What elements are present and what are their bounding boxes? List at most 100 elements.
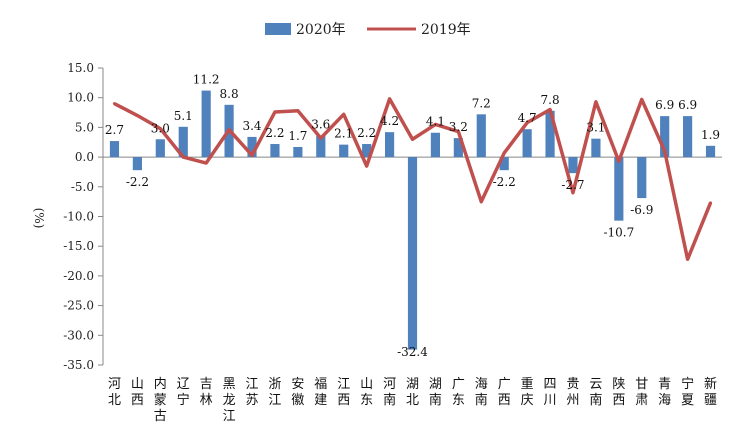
bar-2020-5 <box>201 90 211 158</box>
x-category-label: 陕西 <box>612 377 625 408</box>
bar-2020-22 <box>591 138 601 158</box>
x-category-label: 河南 <box>383 377 396 408</box>
data-label-2020: 1.9 <box>701 128 720 142</box>
point-2019-22 <box>594 100 598 104</box>
data-label-2020: 2.2 <box>357 126 376 140</box>
data-label-2020: 4.7 <box>518 111 537 125</box>
point-2019-27 <box>709 201 713 205</box>
data-label-2020: -2.2 <box>493 175 516 189</box>
x-category-label: 广西 <box>498 377 511 408</box>
y-tick-label: -10.0 <box>63 210 94 224</box>
y-tick-label: 0.0 <box>75 150 94 164</box>
data-label-2020: -2.7 <box>561 178 584 192</box>
data-label-2020: -32.4 <box>397 345 428 359</box>
x-category-label: 山西 <box>131 377 144 408</box>
point-2019-3 <box>158 127 162 131</box>
x-category-label: 贵州 <box>566 377 579 408</box>
x-category-label: 四川 <box>544 377 557 408</box>
data-label-2020: 3.0 <box>151 121 170 135</box>
point-2019-23 <box>617 159 621 163</box>
y-tick-label: -5.0 <box>71 180 94 194</box>
x-category-label: 新疆 <box>704 376 717 408</box>
data-label-2020: 3.1 <box>586 121 605 135</box>
bar-2020-17 <box>476 114 486 158</box>
x-category-label: 江西 <box>337 377 350 408</box>
x-category-label: 甘肃 <box>635 377 648 408</box>
point-2019-13 <box>388 97 392 101</box>
bar-2020-25 <box>660 116 670 158</box>
x-category-label: 广东 <box>452 377 465 408</box>
y-tick-label: -15.0 <box>63 239 94 253</box>
data-label-2020: 7.2 <box>472 96 491 110</box>
x-category-label: 青海 <box>658 377 671 408</box>
legend-label-2019: 2019年 <box>421 22 471 38</box>
point-2019-24 <box>640 97 644 101</box>
point-2019-20 <box>548 108 552 112</box>
data-label-2020: 4.1 <box>426 115 445 129</box>
x-category-label: 河北 <box>108 377 121 408</box>
point-2019-5 <box>204 161 208 165</box>
bar-2020-14 <box>407 157 418 350</box>
y-tick-label: -35.0 <box>63 358 94 372</box>
bar-2020-24 <box>637 157 647 199</box>
bar-2020-13 <box>384 132 395 158</box>
bar-2020-10 <box>316 135 326 158</box>
y-tick-label: 15.0 <box>67 61 94 75</box>
y-axis-title: (%) <box>32 208 46 229</box>
x-category-label: 湖南 <box>429 377 442 408</box>
data-label-2020: 5.1 <box>174 109 193 123</box>
point-2019-25 <box>663 149 667 153</box>
data-label-2020: 8.8 <box>220 87 239 101</box>
x-category-label: 福建 <box>314 377 327 408</box>
y-tick-label: -25.0 <box>63 299 94 313</box>
point-2019-4 <box>181 155 185 159</box>
data-label-2020: -10.7 <box>603 226 634 240</box>
x-category-label: 山东 <box>360 377 373 408</box>
point-2019-7 <box>250 153 254 157</box>
bar-2020-26 <box>683 116 693 158</box>
data-label-2020: 2.7 <box>105 123 124 137</box>
data-label-2020: 11.2 <box>193 73 220 87</box>
point-2019-26 <box>686 257 690 261</box>
data-label-2020: 1.7 <box>288 129 307 143</box>
bar-2020-4 <box>178 126 188 158</box>
bar-2020-20 <box>545 110 555 158</box>
point-2019-14 <box>411 137 414 141</box>
x-category-label: 辽宁 <box>177 377 190 408</box>
data-label-2020: 3.6 <box>311 118 330 132</box>
data-label-2020: -2.2 <box>126 175 149 189</box>
x-category-label: 重庆 <box>521 376 534 408</box>
x-category-label: 云南 <box>589 377 602 408</box>
x-category-label: 黑龙江 <box>223 377 236 424</box>
point-2019-9 <box>296 109 300 113</box>
point-2019-12 <box>365 164 369 168</box>
legend-swatch-2020 <box>265 23 291 35</box>
data-label-2020: -6.9 <box>630 203 653 217</box>
data-label-2020: 7.8 <box>541 93 560 107</box>
bar-2020-18 <box>499 157 509 171</box>
bar-2020-27 <box>705 145 716 158</box>
point-2019-6 <box>227 128 231 132</box>
data-label-2020: 3.4 <box>242 119 261 133</box>
point-2019-1 <box>112 102 116 106</box>
y-tick-label: 5.0 <box>75 120 94 134</box>
x-category-label: 海南 <box>475 377 488 408</box>
x-category-label: 内蒙古 <box>154 376 167 424</box>
point-2019-16 <box>456 130 460 134</box>
point-2019-21 <box>571 191 575 195</box>
data-label-2020: 2.2 <box>265 126 284 140</box>
bar-2020-23 <box>614 157 624 221</box>
y-tick-label: -30.0 <box>63 328 94 342</box>
bar-2020-3 <box>155 139 165 158</box>
x-category-label: 江苏 <box>246 377 259 408</box>
legend: 2020年 2019年 <box>265 22 471 38</box>
point-2019-2 <box>135 114 139 118</box>
point-2019-19 <box>525 121 529 125</box>
bar-2020-2 <box>132 157 142 171</box>
bar-2020-12 <box>362 144 372 158</box>
y-tick-label: -20.0 <box>63 269 94 283</box>
y-tick-label: 10.0 <box>67 91 94 105</box>
bar-2020-9 <box>293 147 303 158</box>
data-label-2020: 4.2 <box>380 114 399 128</box>
